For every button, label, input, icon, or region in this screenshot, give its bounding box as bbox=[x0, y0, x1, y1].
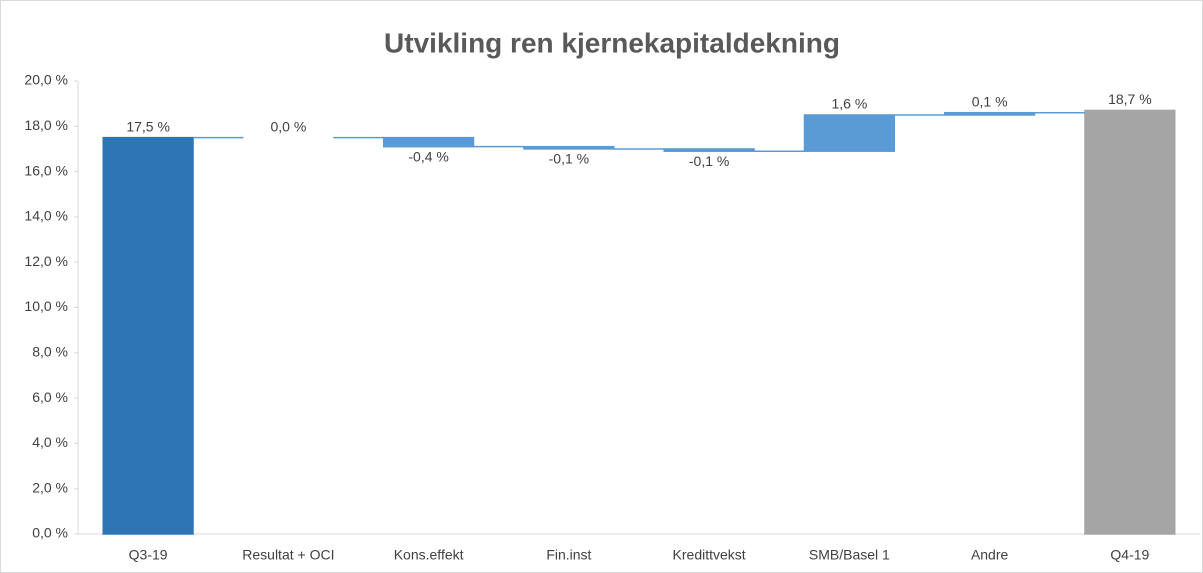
x-tick-label: Kredittvekst bbox=[673, 547, 746, 563]
y-tick-label: 10,0 % bbox=[24, 298, 68, 314]
y-tick-label: 2,0 % bbox=[32, 479, 68, 495]
x-tick-label: Resultat + OCI bbox=[242, 547, 334, 563]
y-tick-label: 8,0 % bbox=[32, 344, 68, 360]
x-tick-label: Kons.effekt bbox=[394, 547, 464, 563]
value-label: -0,4 % bbox=[408, 148, 448, 164]
y-tick-label: 14,0 % bbox=[24, 208, 68, 224]
bar bbox=[663, 148, 755, 152]
value-label: 1,6 % bbox=[831, 96, 867, 112]
value-label: 0,1 % bbox=[972, 93, 1008, 109]
x-tick-label: SMB/Basel 1 bbox=[809, 547, 890, 563]
y-tick-label: 4,0 % bbox=[32, 434, 68, 450]
bar bbox=[943, 111, 1036, 116]
chart-title: Utvikling ren kjernekapitaldekning bbox=[384, 27, 840, 58]
value-label: 0,0 % bbox=[270, 118, 306, 134]
y-tick-label: 20,0 % bbox=[24, 72, 68, 88]
x-tick-label: Q4-19 bbox=[1110, 547, 1149, 563]
y-tick-label: 12,0 % bbox=[24, 253, 68, 269]
bar bbox=[803, 114, 896, 152]
value-label: 18,7 % bbox=[1108, 91, 1152, 107]
y-tick-label: 16,0 % bbox=[24, 162, 68, 178]
x-tick-label: Fin.inst bbox=[546, 547, 591, 563]
value-label: -0,1 % bbox=[689, 153, 729, 169]
x-tick-label: Q3-19 bbox=[129, 547, 168, 563]
y-tick-label: 0,0 % bbox=[32, 525, 68, 541]
bar bbox=[1084, 109, 1176, 535]
bar bbox=[102, 136, 194, 535]
y-tick-label: 18,0 % bbox=[24, 117, 68, 133]
x-tick-label: Andre bbox=[971, 547, 1009, 563]
bar bbox=[382, 136, 475, 148]
bar bbox=[523, 145, 615, 150]
value-label: 17,5 % bbox=[126, 118, 170, 134]
value-label: -0,1 % bbox=[549, 151, 589, 167]
y-tick-label: 6,0 % bbox=[32, 389, 68, 405]
